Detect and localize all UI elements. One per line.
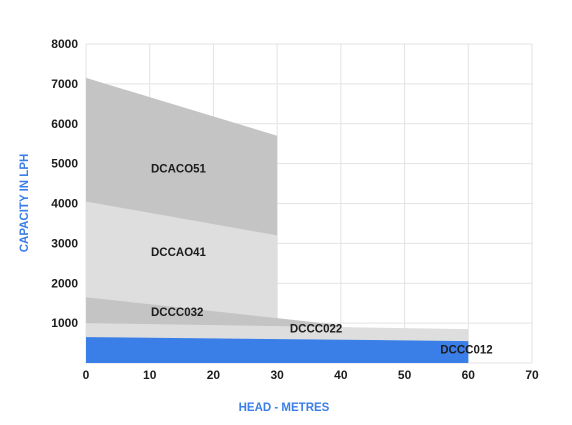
y-tick-label: 6000 <box>51 117 78 131</box>
x-tick-label: 50 <box>398 368 412 382</box>
series-labels: DCACO51 DCCAO41 DCCC032 DCCC022 DCCC012 <box>151 163 493 356</box>
series-label-dccao41: DCCAO41 <box>151 247 207 259</box>
series-label-dccc022: DCCC022 <box>290 324 342 336</box>
series-label-dcaco51: DCACO51 <box>151 163 207 175</box>
x-tick-label: 10 <box>143 368 157 382</box>
y-tick-label: 4000 <box>51 197 78 211</box>
series-label-dccc032: DCCC032 <box>151 307 203 319</box>
y-axis-title: CAPACITY IN LPH <box>19 154 31 253</box>
y-tick-label: 7000 <box>51 77 78 91</box>
x-tick-label: 30 <box>270 368 284 382</box>
x-tick-label: 70 <box>525 368 539 382</box>
x-tick-label: 40 <box>334 368 348 382</box>
axis-ticks: 0 10 20 30 40 50 60 70 1000 2000 3000 4000 5000 6000 7… <box>51 37 539 382</box>
y-tick-label: 1000 <box>51 316 78 330</box>
x-tick-label: 20 <box>207 368 221 382</box>
series-areas <box>86 77 469 364</box>
y-tick-label: 8000 <box>51 37 78 51</box>
y-tick-label: 3000 <box>51 236 78 250</box>
series-area-dccc012 <box>86 337 469 363</box>
x-tick-label: 0 <box>83 368 90 382</box>
y-tick-label: 2000 <box>51 276 78 290</box>
x-axis-title: HEAD - METRES <box>239 402 330 414</box>
x-tick-label: 60 <box>462 368 476 382</box>
series-label-dccc012: DCCC012 <box>440 344 492 356</box>
y-tick-label: 5000 <box>51 157 78 171</box>
